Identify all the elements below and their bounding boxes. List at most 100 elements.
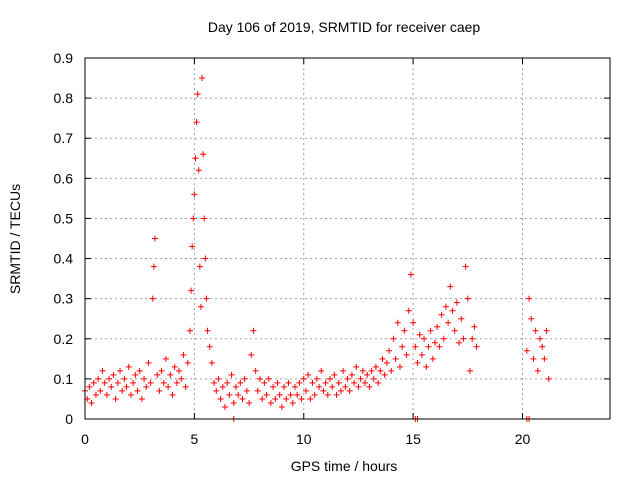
data-point (311, 391, 318, 398)
data-point (86, 383, 93, 390)
data-point (458, 315, 465, 322)
data-point (537, 335, 543, 342)
data-point (372, 363, 379, 370)
data-point (429, 355, 436, 362)
data-point (222, 403, 228, 410)
chart-title: Day 106 of 2019, SRMTID for receiver cae… (208, 19, 481, 35)
data-point (327, 375, 333, 382)
data-point (189, 243, 196, 250)
data-point (143, 383, 150, 390)
data-point (265, 375, 272, 382)
data-point (182, 383, 189, 390)
data-point (534, 367, 541, 374)
data-point (447, 283, 454, 290)
data-point (362, 379, 368, 386)
data-point (171, 363, 178, 370)
data-point (167, 371, 174, 378)
data-point (351, 379, 358, 386)
data-point (127, 391, 134, 398)
data-point (469, 335, 476, 342)
data-point (410, 319, 417, 326)
data-point (204, 327, 211, 334)
data-point (190, 215, 197, 222)
data-point (246, 399, 253, 406)
data-point (386, 347, 393, 354)
data-point (232, 383, 239, 390)
data-point (375, 379, 382, 386)
data-point (298, 395, 305, 402)
data-point (337, 387, 344, 394)
data-point (530, 355, 537, 362)
data-point (438, 311, 445, 318)
data-point (176, 367, 183, 374)
data-point (108, 383, 115, 390)
data-point (194, 91, 201, 98)
data-point (281, 383, 288, 390)
data-point (130, 379, 137, 386)
data-point (147, 379, 154, 386)
data-point (138, 395, 145, 402)
data-point (342, 383, 349, 390)
data-point (101, 379, 108, 386)
data-point (272, 395, 279, 402)
data-point (188, 287, 195, 294)
data-point (307, 395, 314, 402)
data-point (287, 391, 294, 398)
axis-ticks: 0 0.1 0.2 0.3 0.4 0.5 0.6 0.7 0.8 0.9 0 5 10 15 20 (54, 50, 610, 447)
data-point (173, 379, 180, 386)
data-point (532, 327, 539, 334)
data-point (541, 355, 548, 362)
data-point (421, 335, 428, 342)
x-tick-label: 0 (81, 431, 89, 447)
data-point (407, 271, 414, 278)
data-point (169, 391, 176, 398)
data-point (348, 371, 355, 378)
data-point (283, 395, 290, 402)
x-tick-label: 5 (190, 431, 198, 447)
data-point (121, 375, 128, 382)
data-point (313, 375, 320, 382)
data-point (379, 355, 386, 362)
data-point (305, 371, 312, 378)
data-point (357, 375, 364, 382)
y-axis-label: SRMTID / TECUs (7, 184, 23, 294)
data-point (460, 335, 467, 342)
data-point (462, 263, 469, 270)
data-point (241, 375, 248, 382)
data-point (239, 395, 246, 402)
data-point (180, 351, 187, 358)
data-point (453, 299, 460, 306)
data-point (149, 295, 156, 302)
data-point (405, 307, 412, 314)
data-point (154, 371, 161, 378)
data-point (110, 371, 117, 378)
data-point (145, 359, 152, 366)
data-point (217, 395, 224, 402)
data-point (445, 319, 452, 326)
data-point (423, 363, 430, 370)
data-point (383, 359, 390, 366)
data-point (193, 119, 200, 126)
data-point (318, 367, 325, 374)
data-point (414, 359, 421, 366)
data-point (456, 339, 463, 346)
data-point (103, 391, 110, 398)
data-point (254, 387, 261, 394)
data-point (226, 391, 233, 398)
data-point (123, 383, 130, 390)
data-point (213, 387, 220, 394)
data-point (215, 375, 222, 382)
data-point (106, 375, 113, 382)
data-point (90, 379, 97, 386)
data-point (257, 375, 263, 382)
data-point (296, 379, 303, 386)
data-point (141, 375, 148, 382)
data-point (252, 367, 259, 374)
data-point (322, 379, 329, 386)
data-point (434, 323, 441, 330)
data-point (224, 379, 231, 386)
data-point (134, 387, 141, 394)
y-tick-label: 0.1 (54, 371, 74, 387)
data-point (340, 367, 347, 374)
